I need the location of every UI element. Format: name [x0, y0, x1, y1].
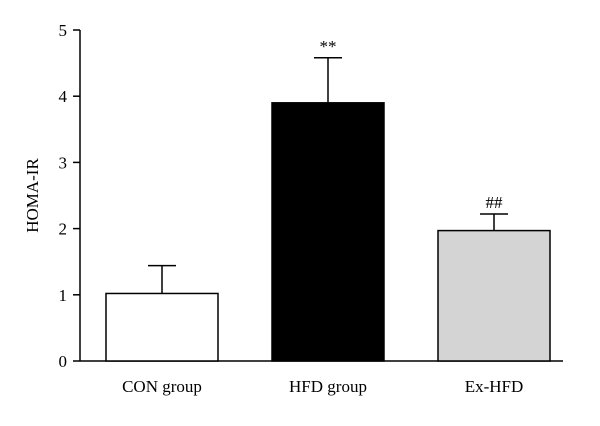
y-tick-label: 5 [59, 21, 68, 40]
significance-label: ** [320, 37, 337, 56]
y-tick-label: 2 [59, 220, 68, 239]
error-bars [148, 57, 508, 294]
y-tick-label: 0 [59, 352, 68, 371]
bar [437, 229, 551, 362]
bar [271, 102, 385, 362]
y-tick-label: 4 [59, 87, 68, 106]
category-labels: CON group HFD group Ex-HFD [122, 377, 523, 396]
y-ticks: 0 1 2 3 4 5 [59, 21, 80, 371]
bars [105, 102, 551, 362]
significance-label: ## [486, 193, 504, 212]
category-label: CON group [122, 377, 202, 396]
bar [105, 292, 219, 362]
category-label: HFD group [289, 377, 367, 396]
category-label: Ex-HFD [465, 377, 524, 396]
y-tick-label: 3 [59, 153, 68, 172]
y-axis-title: HOMA-IR [23, 158, 42, 233]
y-tick-label: 1 [59, 286, 68, 305]
significance-annotations: ** ## [320, 37, 504, 212]
